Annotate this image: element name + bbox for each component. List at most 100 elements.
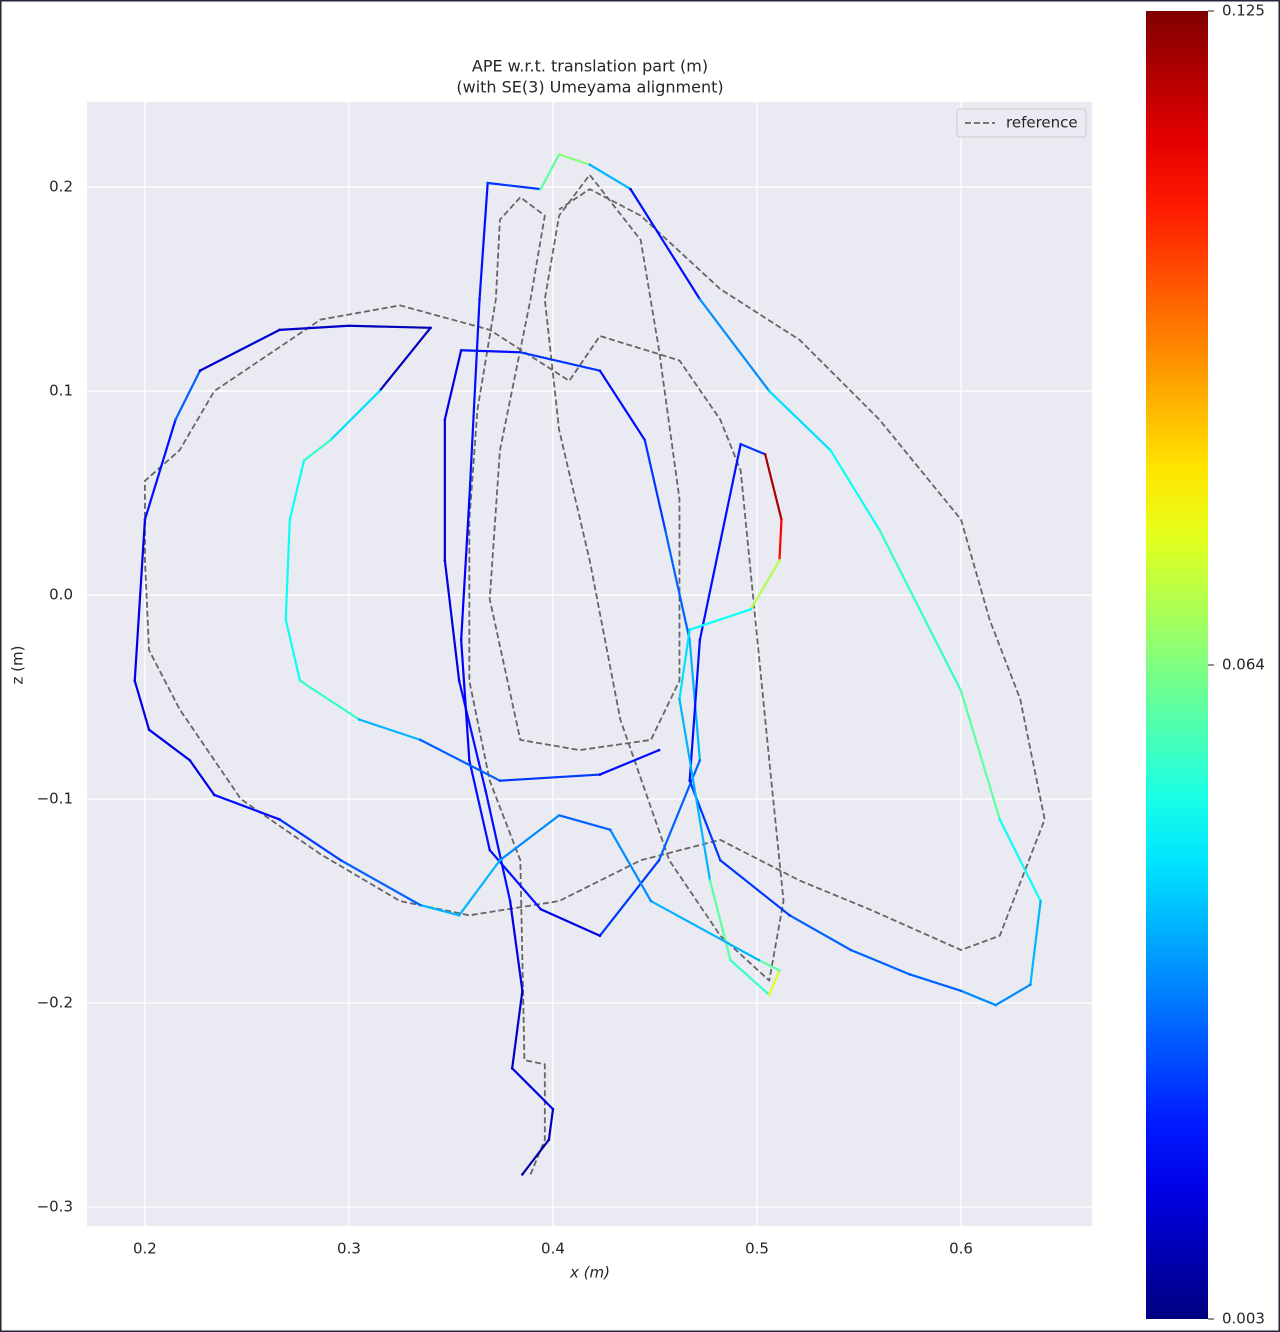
x-tick-label: 0.2 xyxy=(133,1240,157,1258)
trajectory-segment xyxy=(358,718,422,741)
trajectory-segment xyxy=(539,908,602,937)
trajectory-segment xyxy=(598,369,646,442)
x-tick-label: 0.5 xyxy=(745,1240,769,1258)
trajectory-point xyxy=(767,993,771,997)
trajectory-point xyxy=(468,497,471,501)
trajectory-segment xyxy=(739,442,767,456)
legend-label: reference xyxy=(1006,114,1078,132)
trajectory-segment xyxy=(749,559,781,611)
trajectory-point xyxy=(478,297,481,301)
trajectory-point xyxy=(519,350,522,354)
trajectory-segment xyxy=(688,608,752,631)
trajectory-segment xyxy=(959,989,997,1007)
y-tick-label: −0.3 xyxy=(37,1198,73,1216)
trajectory-point xyxy=(378,389,381,393)
trajectory-point xyxy=(678,697,681,701)
trajectory-point xyxy=(484,789,487,793)
trajectory-point xyxy=(278,818,281,821)
trajectory-segment xyxy=(298,679,361,721)
trajectory-point xyxy=(488,848,492,852)
trajectory-point xyxy=(551,1107,555,1111)
trajectory-segment xyxy=(698,298,771,393)
trajectory-segment xyxy=(643,438,667,531)
trajectory-segment xyxy=(994,983,1032,1007)
trajectory-segment xyxy=(788,914,852,952)
trajectory-point xyxy=(298,679,302,683)
trajectory-point xyxy=(557,814,561,817)
trajectory-segment xyxy=(849,948,912,976)
trajectory-segment xyxy=(284,618,302,682)
trajectory-segment xyxy=(278,324,351,331)
trajectory-segment xyxy=(764,453,783,521)
trajectory-segment xyxy=(519,351,602,372)
trajectory-point xyxy=(459,348,463,352)
trajectory-point xyxy=(749,608,753,611)
trajectory-segment xyxy=(509,899,524,992)
trajectory-point xyxy=(510,1067,514,1070)
trajectory-segment xyxy=(174,369,202,421)
trajectory-point xyxy=(457,679,461,683)
trajectory-segment xyxy=(443,559,461,682)
y-tick-label: −0.2 xyxy=(37,994,73,1012)
trajectory-segment xyxy=(378,326,432,393)
colorbar-tick-label: 0.125 xyxy=(1222,2,1265,20)
trajectory-segment xyxy=(458,859,502,917)
trajectory-segment xyxy=(629,188,701,301)
trajectory-point xyxy=(598,773,602,776)
y-axis-label: z (m) xyxy=(9,646,27,685)
colorbar xyxy=(1146,11,1208,1319)
trajectory-point xyxy=(729,958,732,962)
trajectory-point xyxy=(443,418,447,421)
trajectory-point xyxy=(557,153,561,156)
trajectory-point xyxy=(778,969,781,972)
trajectory-point xyxy=(213,793,216,797)
trajectory-segment xyxy=(468,759,491,852)
trajectory-point xyxy=(959,689,963,693)
trajectory-segment xyxy=(649,899,761,962)
trajectory-segment xyxy=(419,738,502,782)
trajectory-segment xyxy=(908,973,963,992)
reference-line xyxy=(144,173,1046,1175)
trajectory-point xyxy=(539,907,543,911)
trajectory-point xyxy=(329,438,332,442)
trajectory-point xyxy=(629,187,632,191)
trajectory-point xyxy=(339,858,343,862)
trajectory-point xyxy=(521,1173,524,1176)
trajectory-point xyxy=(708,879,712,882)
trajectory-segment xyxy=(708,879,732,962)
trajectory-point xyxy=(284,618,288,621)
trajectory-point xyxy=(419,903,422,907)
trajectory-point xyxy=(878,528,881,532)
trajectory-segment xyxy=(829,449,881,531)
trajectory-segment xyxy=(768,969,781,996)
trajectory-point xyxy=(1029,983,1032,986)
trajectory-point xyxy=(486,181,489,185)
trajectory-segment xyxy=(558,153,591,166)
trajectory-point xyxy=(521,989,524,993)
trajectory-point xyxy=(198,369,202,372)
y-tick-label: 0.1 xyxy=(49,382,73,400)
trajectory-segment xyxy=(998,818,1042,903)
trajectory-segment xyxy=(698,442,742,642)
trajectory-segment xyxy=(213,793,281,821)
trajectory-point xyxy=(657,748,661,752)
trajectory-point xyxy=(688,628,691,632)
trajectory-segment xyxy=(768,389,832,452)
trajectory-segment xyxy=(547,1108,555,1141)
trajectory-point xyxy=(608,828,612,831)
trajectory-segment xyxy=(511,1067,555,1111)
trajectory-segment xyxy=(588,163,632,191)
trajectory-segment xyxy=(460,638,471,762)
trajectory-segment xyxy=(329,389,381,442)
trajectory-segment xyxy=(288,459,306,521)
trajectory-point xyxy=(457,914,461,917)
trajectory-point xyxy=(539,187,543,191)
legend: reference xyxy=(956,108,1087,138)
trajectory-segment xyxy=(458,679,487,792)
x-tick-label: 0.4 xyxy=(541,1240,565,1258)
x-tick-label: 0.3 xyxy=(337,1240,361,1258)
trajectory-segment xyxy=(729,959,771,996)
trajectory-segment xyxy=(284,518,291,621)
x-axis-label: x (m) xyxy=(569,1264,610,1282)
